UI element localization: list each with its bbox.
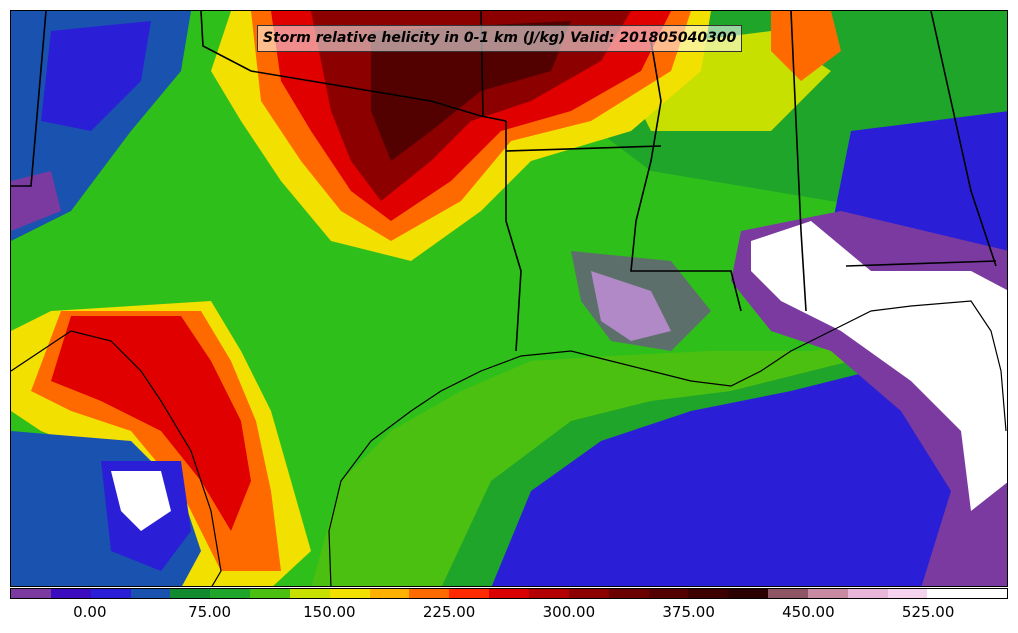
gulf-blue [491, 351, 1007, 586]
colorbar-tick-label: 375.00 [662, 603, 715, 621]
colorbar-swatch [648, 589, 689, 598]
colorbar-swatch [409, 589, 450, 598]
sw-white [111, 471, 171, 531]
colorbar-swatch [847, 589, 888, 598]
colorbar-swatch [289, 589, 330, 598]
colorbar-swatch [927, 589, 968, 598]
nm-border [11, 11, 47, 187]
colorbar-swatch [329, 589, 370, 598]
al-ga-border [930, 11, 997, 267]
tx-la-border [505, 121, 522, 352]
coastline [11, 300, 1007, 586]
colorbar-swatch [528, 589, 569, 598]
west-red [51, 316, 251, 531]
colorbar-swatch [768, 589, 808, 598]
colorbar-swatch [489, 589, 529, 598]
colorbar-tick-label: 225.00 [422, 603, 476, 621]
colorbar-swatch [807, 589, 848, 598]
gulf-coast [328, 300, 1007, 586]
colorbar-tick-label: 450.00 [782, 603, 835, 621]
colorbar-swatch [449, 589, 490, 598]
colorbar-swatch [688, 589, 729, 598]
colorbar-swatch [568, 589, 609, 598]
louisiana-purple [571, 251, 711, 351]
ms-al-border [790, 11, 807, 312]
colorbar-swatch [887, 589, 928, 598]
colorbar-swatch [728, 589, 769, 598]
rio-grande [11, 330, 222, 586]
colorbar-swatch [608, 589, 649, 598]
mississippi-border [630, 40, 742, 312]
colorbar-swatch [210, 589, 251, 598]
colorbar-tick-label: 75.00 [188, 603, 232, 621]
colorbar-tick-label: 525.00 [901, 603, 955, 621]
east-white [751, 221, 1007, 511]
colorbar-swatch [369, 589, 410, 598]
colorbar-tick-label: 150.00 [303, 603, 356, 621]
colorbar-tick-label: 0.00 [73, 603, 107, 621]
colorbar-swatch [11, 589, 51, 598]
colorbar-swatch [50, 589, 91, 598]
colorbar-swatch [170, 589, 211, 598]
helicity-map: Storm relative helicity in 0-1 km (J/kg)… [10, 10, 1008, 587]
state-boundaries [11, 11, 997, 352]
al-fl-border [845, 260, 997, 267]
colorbar-swatch [90, 589, 131, 598]
colorbar [10, 588, 1008, 599]
core-darkest [371, 21, 571, 161]
colorbar-ticks: 0.00 75.00 150.00 225.00 300.00 375.00 450.00 5… [10, 601, 1008, 627]
colorbar-swatch [967, 589, 1008, 598]
nw-deep-blue-field [41, 21, 151, 131]
helicity-field [11, 11, 1007, 586]
colorbar-swatch [250, 589, 290, 598]
map-title: Storm relative helicity in 0-1 km (J/kg)… [257, 25, 743, 52]
red-river-border [200, 11, 507, 122]
ar-la-border [505, 145, 662, 152]
colorbar-swatch [130, 589, 171, 598]
ne-orange-field [771, 11, 841, 81]
colorbar-tick-label: 300.00 [542, 603, 596, 621]
